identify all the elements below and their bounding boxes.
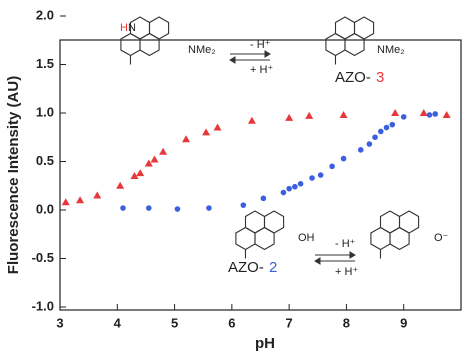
triangle-point <box>144 159 153 167</box>
annotation: - H⁺ <box>250 39 271 51</box>
circle-point <box>292 183 298 190</box>
y-tick-label: 0.5 <box>36 153 54 168</box>
x-tick-label: 7 <box>286 315 293 330</box>
circle-point <box>174 206 181 212</box>
circle-point <box>260 195 267 202</box>
circle-point <box>383 124 390 131</box>
circle-point <box>280 189 287 196</box>
triangle-point <box>182 135 191 143</box>
structure-ring <box>120 32 141 57</box>
annotation: AZO- <box>335 69 371 86</box>
triangle-point <box>159 147 168 155</box>
annotation: H <box>120 22 128 34</box>
triangle-point <box>76 196 85 204</box>
circle-point <box>309 175 315 181</box>
y-tick-label: 1.5 <box>36 56 54 71</box>
triangle-point <box>305 111 314 119</box>
triangle-point <box>442 110 451 118</box>
annotation: O⁻ <box>434 232 449 244</box>
y-axis-label: Fluorescence Intensity (AU) <box>5 76 22 274</box>
x-tick-label: 8 <box>343 315 350 330</box>
circle-point <box>389 121 396 128</box>
circle-point <box>120 205 126 211</box>
circle-point <box>340 155 347 162</box>
circle-point <box>400 114 407 120</box>
y-tick-label: 1.0 <box>36 104 54 119</box>
equilibrium-arrows <box>229 50 356 265</box>
circle-point <box>366 141 373 147</box>
x-tick-label: 5 <box>171 315 178 330</box>
circle-point <box>378 128 384 135</box>
triangle-point <box>136 169 145 177</box>
triangle-point <box>93 191 102 199</box>
structure-ring <box>370 226 391 251</box>
x-tick-label: 3 <box>56 315 63 330</box>
x-axis-label: pH <box>255 335 275 352</box>
circle-point <box>297 181 304 187</box>
circle-point <box>317 172 324 178</box>
annotation: 3 <box>376 69 384 86</box>
annotation: + H⁺ <box>335 266 358 278</box>
annotation: NMe₂ <box>377 44 405 56</box>
x-tick-label: 4 <box>114 315 122 330</box>
circle-point <box>145 205 152 211</box>
triangle-point <box>213 123 222 131</box>
triangle-point <box>150 155 159 163</box>
triangle-point <box>285 113 294 121</box>
circle-point <box>372 134 378 141</box>
annotation: - H⁺ <box>335 238 356 250</box>
annotation: N <box>128 22 136 34</box>
structure-ring <box>254 226 275 251</box>
annotation: NMe₂ <box>188 44 216 56</box>
triangle-point <box>339 110 348 118</box>
structure-ring <box>344 32 365 57</box>
annotation: + H⁺ <box>250 64 273 76</box>
x-tick-label: 6 <box>228 315 235 330</box>
circle-point <box>286 185 292 192</box>
circle-point <box>357 147 364 153</box>
triangle-point <box>130 172 139 180</box>
circle-point <box>426 112 433 118</box>
triangle-point <box>419 109 428 116</box>
y-tick-label: 2.0 <box>36 7 54 22</box>
plot-frame <box>59 39 462 311</box>
triangle-point <box>247 116 256 124</box>
x-tick-label: 9 <box>400 315 407 330</box>
y-tick-label: -1.0 <box>32 298 54 313</box>
structure-ring <box>235 226 256 251</box>
triangle-point <box>61 198 70 206</box>
y-tick-label: -0.5 <box>32 250 54 265</box>
structure-ring <box>325 32 346 57</box>
circle-point <box>206 205 212 211</box>
annotation: OH <box>298 232 315 244</box>
circle-point <box>329 163 335 170</box>
structure-ring <box>389 226 410 251</box>
structure-ring <box>139 32 160 57</box>
annotation: 2 <box>269 259 277 276</box>
circle-point <box>240 202 247 208</box>
y-tick-label: 0.0 <box>36 201 54 216</box>
circle-point <box>432 111 439 117</box>
triangle-point <box>202 128 211 136</box>
triangle-point <box>116 181 125 189</box>
triangle-point <box>391 109 400 116</box>
annotation: AZO- <box>228 259 264 276</box>
